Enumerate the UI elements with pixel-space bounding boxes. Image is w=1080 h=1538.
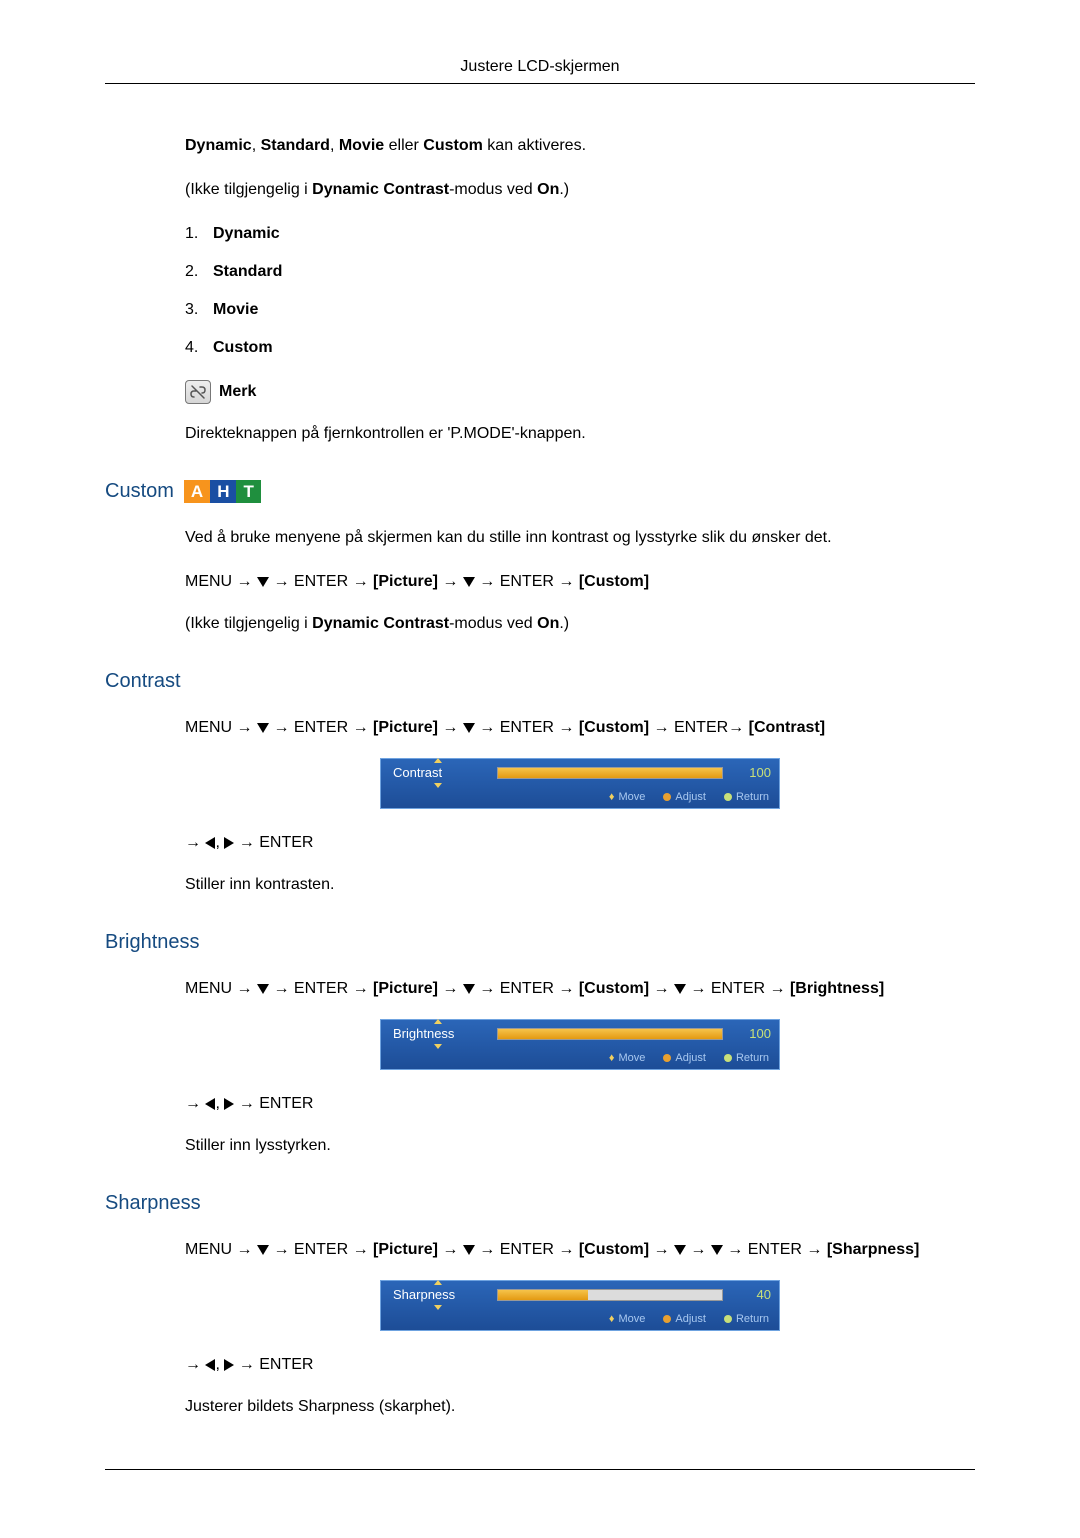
osd-slider[interactable] (497, 1289, 723, 1301)
brightness-nav: MENU → → ENTER → [Picture] → → ENTER → [… (185, 977, 975, 1001)
mode-custom: Custom (423, 137, 483, 154)
section-title: Brightness (105, 927, 200, 957)
adjust-dot-icon (663, 1054, 671, 1062)
brightness-desc: Stiller inn lysstyrken. (185, 1134, 975, 1158)
down-arrow-icon (674, 984, 686, 994)
right-arrow-icon (224, 1359, 234, 1371)
page-title: Justere LCD-skjermen (105, 55, 975, 84)
mode-dynamic: Dynamic (185, 137, 252, 154)
section-title: Custom (105, 476, 174, 506)
osd-fill (498, 1029, 722, 1039)
down-arrow-icon (674, 1245, 686, 1255)
osd-label: Contrast (393, 763, 483, 783)
custom-desc: Ved å bruke menyene på skjermen kan du s… (185, 526, 975, 550)
osd-contrast: Contrast 100 ♦Move Adjust Return (380, 758, 780, 809)
contrast-body: MENU → → ENTER → [Picture] → → ENTER → [… (185, 716, 975, 897)
custom-na: (Ikke tilgjengelig i Dynamic Contrast-mo… (185, 612, 975, 636)
osd-label: Sharpness (393, 1285, 483, 1305)
list-item: 3.Movie (185, 298, 975, 322)
down-arrow-icon (463, 1245, 475, 1255)
section-contrast-head: Contrast (105, 666, 975, 696)
down-arrow-icon (257, 984, 269, 994)
down-arrow-icon (711, 1245, 723, 1255)
contrast-desc: Stiller inn kontrasten. (185, 873, 975, 897)
osd-label: Brightness (393, 1024, 483, 1044)
sharpness-body: MENU → → ENTER → [Picture] → → ENTER → [… (185, 1238, 975, 1419)
osd-fill (498, 1290, 588, 1300)
footer-rule (105, 1469, 975, 1470)
adjust-dot-icon (663, 1315, 671, 1323)
return-dot-icon (724, 1315, 732, 1323)
right-arrow-icon (224, 837, 234, 849)
section-title: Contrast (105, 666, 181, 696)
list-item: 1.Dynamic (185, 222, 975, 246)
left-arrow-icon (205, 1098, 215, 1110)
section-custom-head: Custom AHT (105, 476, 975, 506)
osd-hints: ♦Move Adjust Return (381, 1309, 779, 1331)
list-item: 4.Custom (185, 336, 975, 360)
sharpness-nav2: → , → ENTER (185, 1353, 975, 1377)
intro-block: Dynamic, Standard, Movie eller Custom ka… (185, 134, 975, 446)
updown-icon: ♦ (609, 789, 615, 806)
aht-icon: AHT (184, 480, 261, 503)
down-arrow-icon (463, 723, 475, 733)
osd-slider[interactable] (497, 1028, 723, 1040)
osd-slider[interactable] (497, 767, 723, 779)
note-icon (185, 380, 211, 404)
section-title: Sharpness (105, 1188, 201, 1218)
custom-body: Ved å bruke menyene på skjermen kan du s… (185, 526, 975, 636)
down-arrow-icon (257, 1245, 269, 1255)
brightness-body: MENU → → ENTER → [Picture] → → ENTER → [… (185, 977, 975, 1158)
updown-icon: ♦ (609, 1311, 615, 1328)
section-sharpness-head: Sharpness (105, 1188, 975, 1218)
note-text: Direkteknappen på fjernkontrollen er 'P.… (185, 422, 975, 446)
osd-sharpness: Sharpness 40 ♦Move Adjust Return (380, 1280, 780, 1331)
mode-list: 1.Dynamic 2.Standard 3.Movie 4.Custom (185, 222, 975, 360)
intro-line-1: Dynamic, Standard, Movie eller Custom ka… (185, 134, 975, 158)
left-arrow-icon (205, 837, 215, 849)
mode-standard: Standard (261, 137, 330, 154)
osd-brightness: Brightness 100 ♦Move Adjust Return (380, 1019, 780, 1070)
page: Justere LCD-skjermen Dynamic, Standard, … (0, 0, 1080, 1538)
note-row: Merk (185, 380, 975, 404)
note-label: Merk (219, 380, 256, 404)
sharpness-nav: MENU → → ENTER → [Picture] → → ENTER → [… (185, 1238, 975, 1262)
return-dot-icon (724, 793, 732, 801)
down-arrow-icon (257, 577, 269, 587)
down-arrow-icon (257, 723, 269, 733)
osd-value: 100 (737, 1024, 771, 1044)
return-dot-icon (724, 1054, 732, 1062)
osd-hints: ♦Move Adjust Return (381, 787, 779, 809)
osd-value: 40 (737, 1285, 771, 1305)
osd-fill (498, 768, 722, 778)
intro-na-line: (Ikke tilgjengelig i Dynamic Contrast-mo… (185, 178, 975, 202)
down-arrow-icon (463, 984, 475, 994)
osd-value: 100 (737, 763, 771, 783)
adjust-dot-icon (663, 793, 671, 801)
custom-nav: MENU → → ENTER → [Picture] → → ENTER → [… (185, 570, 975, 594)
brightness-nav2: → , → ENTER (185, 1092, 975, 1116)
right-arrow-icon (224, 1098, 234, 1110)
down-arrow-icon (463, 577, 475, 587)
updown-icon: ♦ (609, 1050, 615, 1067)
sharpness-desc: Justerer bildets Sharpness (skarphet). (185, 1395, 975, 1419)
list-item: 2.Standard (185, 260, 975, 284)
contrast-nav2: → , → ENTER (185, 831, 975, 855)
left-arrow-icon (205, 1359, 215, 1371)
section-brightness-head: Brightness (105, 927, 975, 957)
osd-hints: ♦Move Adjust Return (381, 1048, 779, 1070)
mode-movie: Movie (339, 137, 384, 154)
contrast-nav: MENU → → ENTER → [Picture] → → ENTER → [… (185, 716, 975, 740)
